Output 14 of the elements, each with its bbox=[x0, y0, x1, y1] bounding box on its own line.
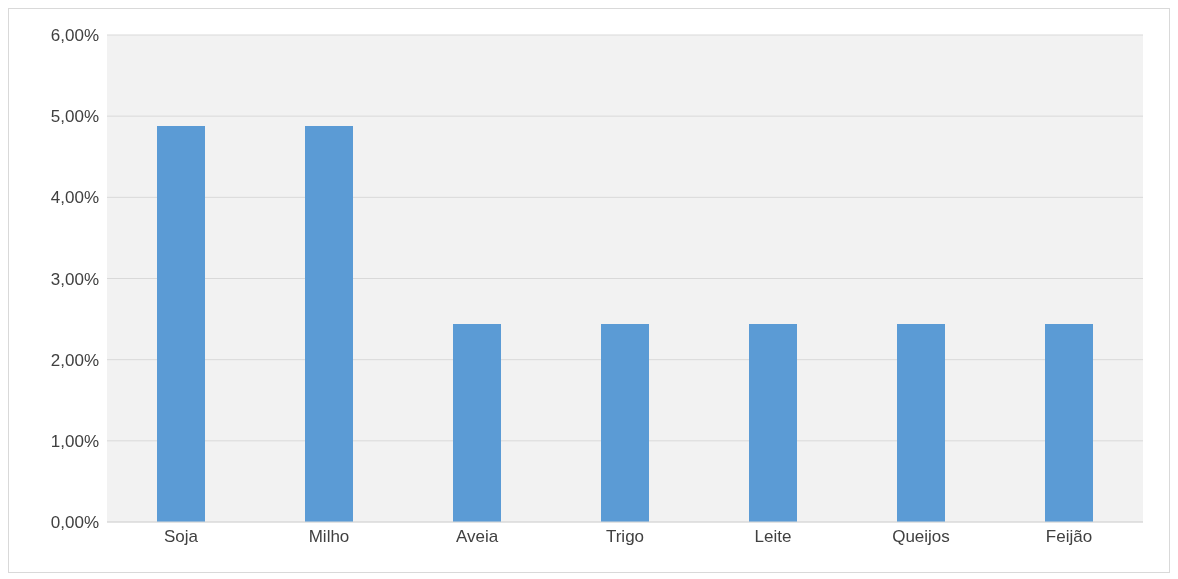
x-tick-label: Soja bbox=[163, 527, 199, 547]
x-tick-label: Aveia bbox=[455, 527, 499, 547]
x-tick-label: Trigo bbox=[605, 527, 645, 547]
y-tick-label: 1,00% bbox=[50, 431, 99, 451]
x-tick-label: Feijão bbox=[1045, 527, 1093, 547]
y-tick-label: 6,00% bbox=[50, 26, 99, 46]
x-tick-label: Leite bbox=[754, 527, 792, 547]
x-tick-label: Milho bbox=[308, 527, 350, 547]
y-tick-label: 0,00% bbox=[50, 513, 99, 533]
y-tick-label: 5,00% bbox=[50, 107, 99, 127]
y-tick-label: 4,00% bbox=[50, 188, 99, 208]
y-tick-label: 2,00% bbox=[50, 350, 99, 370]
x-tick-label: Queijos bbox=[892, 527, 950, 547]
y-tick-label: 3,00% bbox=[50, 269, 99, 289]
